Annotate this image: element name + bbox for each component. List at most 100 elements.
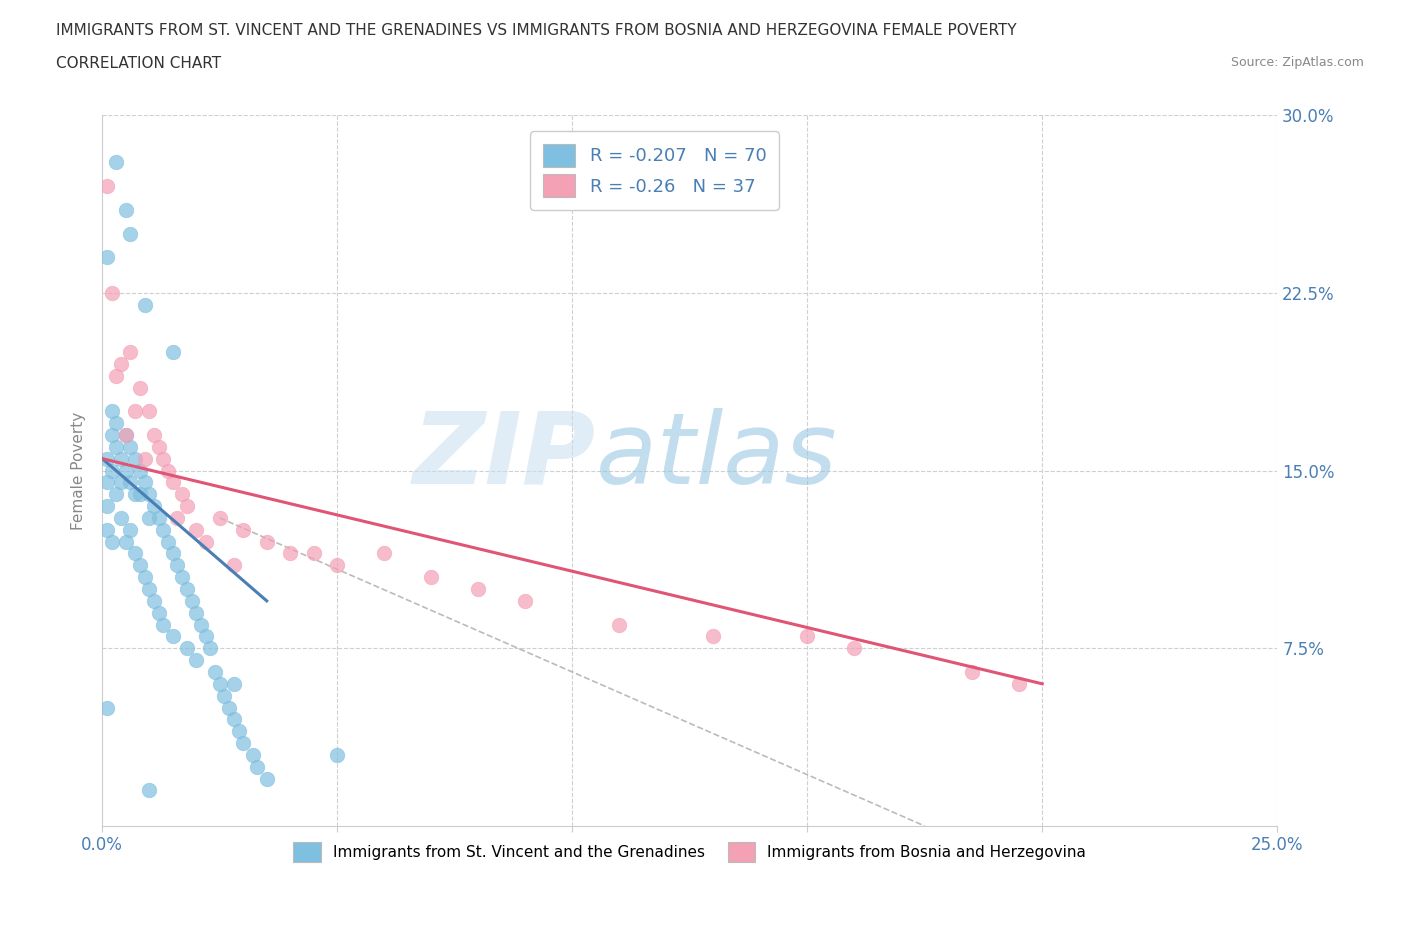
Point <box>702 629 724 644</box>
Point <box>138 486 160 501</box>
Point <box>120 523 142 538</box>
Point <box>242 748 264 763</box>
Point <box>128 463 150 478</box>
Point <box>105 486 128 501</box>
Point <box>128 380 150 395</box>
Point <box>172 570 194 585</box>
Point <box>180 593 202 608</box>
Point <box>120 475 142 490</box>
Point <box>200 641 222 656</box>
Point <box>222 712 245 727</box>
Point <box>172 486 194 501</box>
Point <box>373 546 395 561</box>
Point <box>110 356 132 371</box>
Point <box>960 665 983 680</box>
Point <box>176 641 198 656</box>
Point <box>142 593 165 608</box>
Point <box>194 629 217 644</box>
Point <box>100 286 122 300</box>
Point <box>246 759 269 774</box>
Point <box>232 736 254 751</box>
Point <box>162 629 184 644</box>
Point <box>114 428 136 443</box>
Point <box>228 724 250 738</box>
Point <box>204 665 226 680</box>
Point <box>100 463 122 478</box>
Point <box>256 771 278 786</box>
Point <box>96 250 118 265</box>
Point <box>515 593 537 608</box>
Text: IMMIGRANTS FROM ST. VINCENT AND THE GRENADINES VS IMMIGRANTS FROM BOSNIA AND HER: IMMIGRANTS FROM ST. VINCENT AND THE GREN… <box>56 23 1017 38</box>
Point <box>138 581 160 596</box>
Point <box>156 534 179 549</box>
Point <box>120 344 142 359</box>
Text: Source: ZipAtlas.com: Source: ZipAtlas.com <box>1230 56 1364 69</box>
Point <box>120 226 142 241</box>
Point <box>152 523 174 538</box>
Legend: Immigrants from St. Vincent and the Grenadines, Immigrants from Bosnia and Herze: Immigrants from St. Vincent and the Gren… <box>287 836 1092 868</box>
Point <box>105 416 128 431</box>
Point <box>110 511 132 525</box>
Point <box>152 618 174 632</box>
Point <box>148 439 170 454</box>
Point <box>120 439 142 454</box>
Point <box>96 475 118 490</box>
Text: atlas: atlas <box>596 407 838 505</box>
Point <box>222 558 245 573</box>
Point <box>142 428 165 443</box>
Point <box>162 475 184 490</box>
Point <box>96 451 118 466</box>
Point <box>190 618 212 632</box>
Point <box>166 511 188 525</box>
Point <box>166 558 188 573</box>
Point <box>105 368 128 383</box>
Point <box>420 570 443 585</box>
Point <box>134 451 156 466</box>
Point <box>105 155 128 170</box>
Point <box>152 451 174 466</box>
Point <box>208 511 231 525</box>
Point <box>302 546 325 561</box>
Point <box>128 558 150 573</box>
Point <box>96 179 118 193</box>
Point <box>96 498 118 513</box>
Point <box>208 676 231 691</box>
Point <box>214 688 236 703</box>
Point <box>222 676 245 691</box>
Point <box>138 404 160 418</box>
Point <box>1008 676 1031 691</box>
Point <box>124 486 146 501</box>
Point <box>796 629 818 644</box>
Point <box>138 511 160 525</box>
Point <box>110 451 132 466</box>
Point <box>162 344 184 359</box>
Point <box>176 498 198 513</box>
Point <box>162 546 184 561</box>
Point <box>114 203 136 218</box>
Point <box>176 581 198 596</box>
Point <box>142 498 165 513</box>
Point <box>124 451 146 466</box>
Point <box>105 439 128 454</box>
Point <box>114 463 136 478</box>
Point <box>96 700 118 715</box>
Point <box>232 523 254 538</box>
Point <box>134 570 156 585</box>
Point <box>256 534 278 549</box>
Point <box>326 748 349 763</box>
Point <box>844 641 866 656</box>
Point <box>114 534 136 549</box>
Point <box>326 558 349 573</box>
Point <box>134 475 156 490</box>
Y-axis label: Female Poverty: Female Poverty <box>72 411 86 529</box>
Text: CORRELATION CHART: CORRELATION CHART <box>56 56 221 71</box>
Point <box>186 523 208 538</box>
Point <box>100 534 122 549</box>
Point <box>156 463 179 478</box>
Point <box>607 618 630 632</box>
Point <box>194 534 217 549</box>
Point <box>100 428 122 443</box>
Point <box>124 404 146 418</box>
Point <box>186 653 208 668</box>
Point <box>138 783 160 798</box>
